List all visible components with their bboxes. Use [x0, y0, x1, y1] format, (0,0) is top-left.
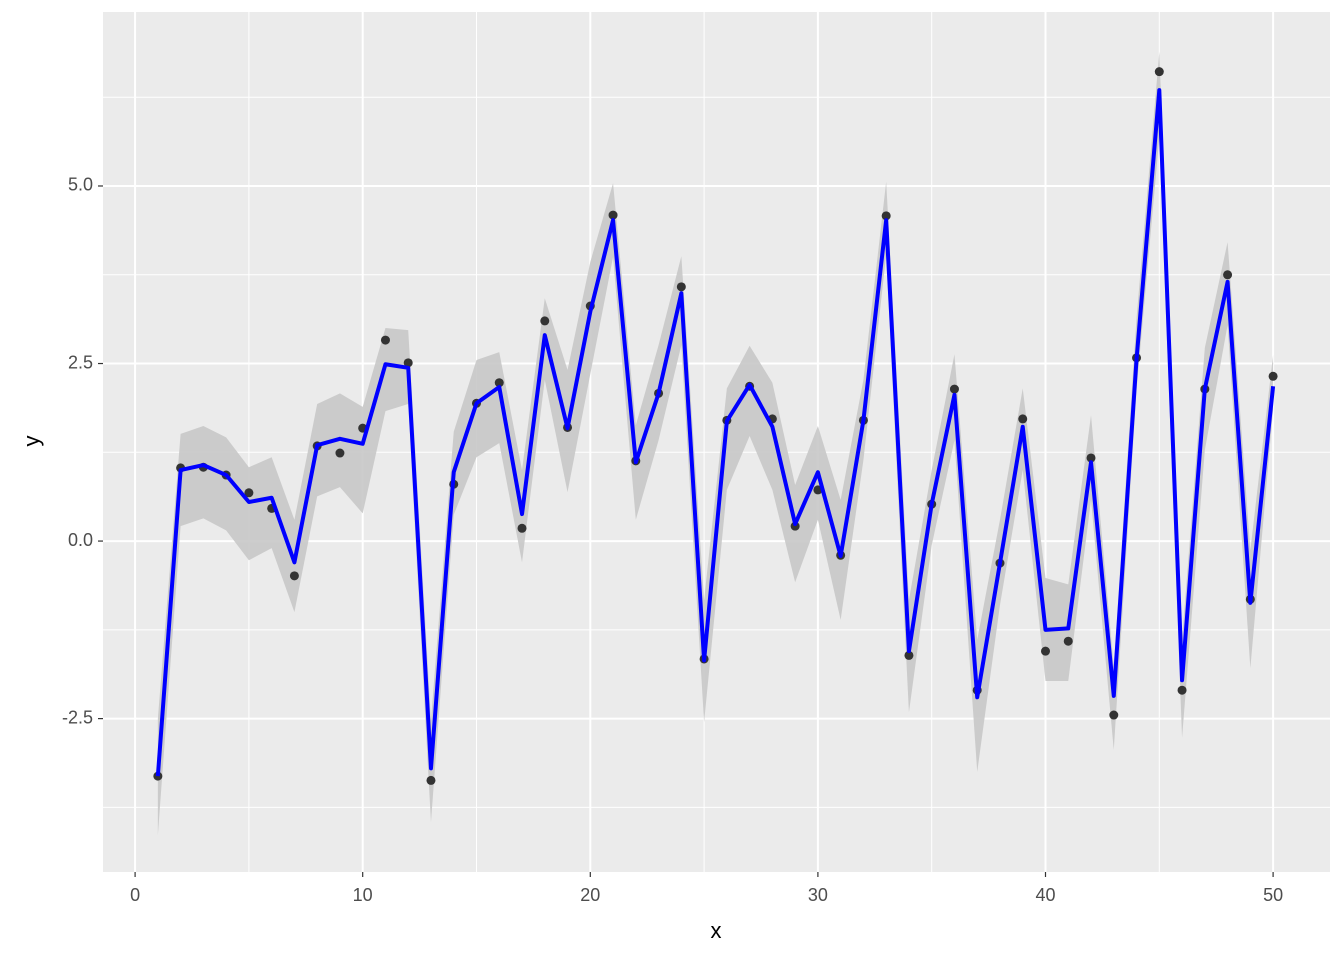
data-point — [289, 571, 299, 581]
x-tick-label: 20 — [580, 885, 600, 905]
data-point — [1040, 646, 1050, 656]
data-point — [244, 488, 254, 498]
y-axis-title: y — [19, 436, 44, 447]
data-point — [1177, 685, 1187, 695]
data-point — [540, 316, 550, 326]
data-point — [1018, 414, 1028, 424]
data-point — [517, 523, 527, 533]
data-point — [1268, 371, 1278, 381]
data-point — [1063, 636, 1073, 646]
data-point — [676, 282, 686, 292]
data-point — [494, 378, 504, 388]
data-point — [608, 210, 618, 220]
y-tick-label: 0.0 — [68, 530, 93, 550]
fitted-line — [155, 88, 1276, 777]
y-tick-label: -2.5 — [62, 707, 93, 727]
x-axis-title: x — [711, 918, 722, 943]
x-tick-label: 0 — [130, 885, 140, 905]
data-point — [380, 335, 390, 345]
confidence-ribbon — [157, 51, 1274, 836]
x-tick-label: 40 — [1035, 885, 1055, 905]
data-point — [335, 448, 345, 458]
data-point — [949, 384, 959, 394]
data-point — [1154, 67, 1164, 77]
x-tick-label: 10 — [353, 885, 373, 905]
data-point — [1109, 710, 1119, 720]
data-point — [790, 521, 800, 531]
x-tick-label: 50 — [1263, 885, 1283, 905]
data-point — [426, 775, 436, 785]
panel — [103, 12, 1330, 872]
y-tick-label: 2.5 — [68, 352, 93, 372]
x-tick-label: 30 — [808, 885, 828, 905]
data-point — [881, 211, 891, 221]
y-tick-label: 5.0 — [68, 175, 93, 195]
data-point — [1086, 453, 1096, 463]
data-point — [1223, 270, 1233, 280]
data-point — [403, 358, 413, 368]
data-point — [904, 650, 914, 660]
